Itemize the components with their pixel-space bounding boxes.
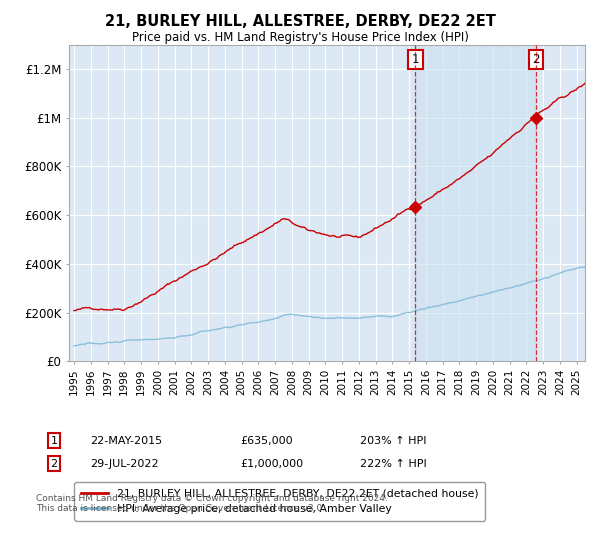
Text: 2: 2 — [532, 53, 539, 66]
Text: 29-JUL-2022: 29-JUL-2022 — [90, 459, 158, 469]
Text: 222% ↑ HPI: 222% ↑ HPI — [360, 459, 427, 469]
Text: Price paid vs. HM Land Registry's House Price Index (HPI): Price paid vs. HM Land Registry's House … — [131, 31, 469, 44]
Legend: 21, BURLEY HILL, ALLESTREE, DERBY, DE22 2ET (detached house), HPI: Average price: 21, BURLEY HILL, ALLESTREE, DERBY, DE22 … — [74, 482, 485, 520]
Text: 2: 2 — [50, 459, 58, 469]
Text: 21, BURLEY HILL, ALLESTREE, DERBY, DE22 2ET: 21, BURLEY HILL, ALLESTREE, DERBY, DE22 … — [104, 14, 496, 29]
Text: 203% ↑ HPI: 203% ↑ HPI — [360, 436, 427, 446]
Text: 1: 1 — [412, 53, 419, 66]
Text: £1,000,000: £1,000,000 — [240, 459, 303, 469]
Bar — [415, 45, 536, 361]
Text: 22-MAY-2015: 22-MAY-2015 — [90, 436, 162, 446]
Text: £635,000: £635,000 — [240, 436, 293, 446]
Text: Contains HM Land Registry data © Crown copyright and database right 2024.
This d: Contains HM Land Registry data © Crown c… — [36, 494, 388, 514]
Text: 1: 1 — [50, 436, 58, 446]
